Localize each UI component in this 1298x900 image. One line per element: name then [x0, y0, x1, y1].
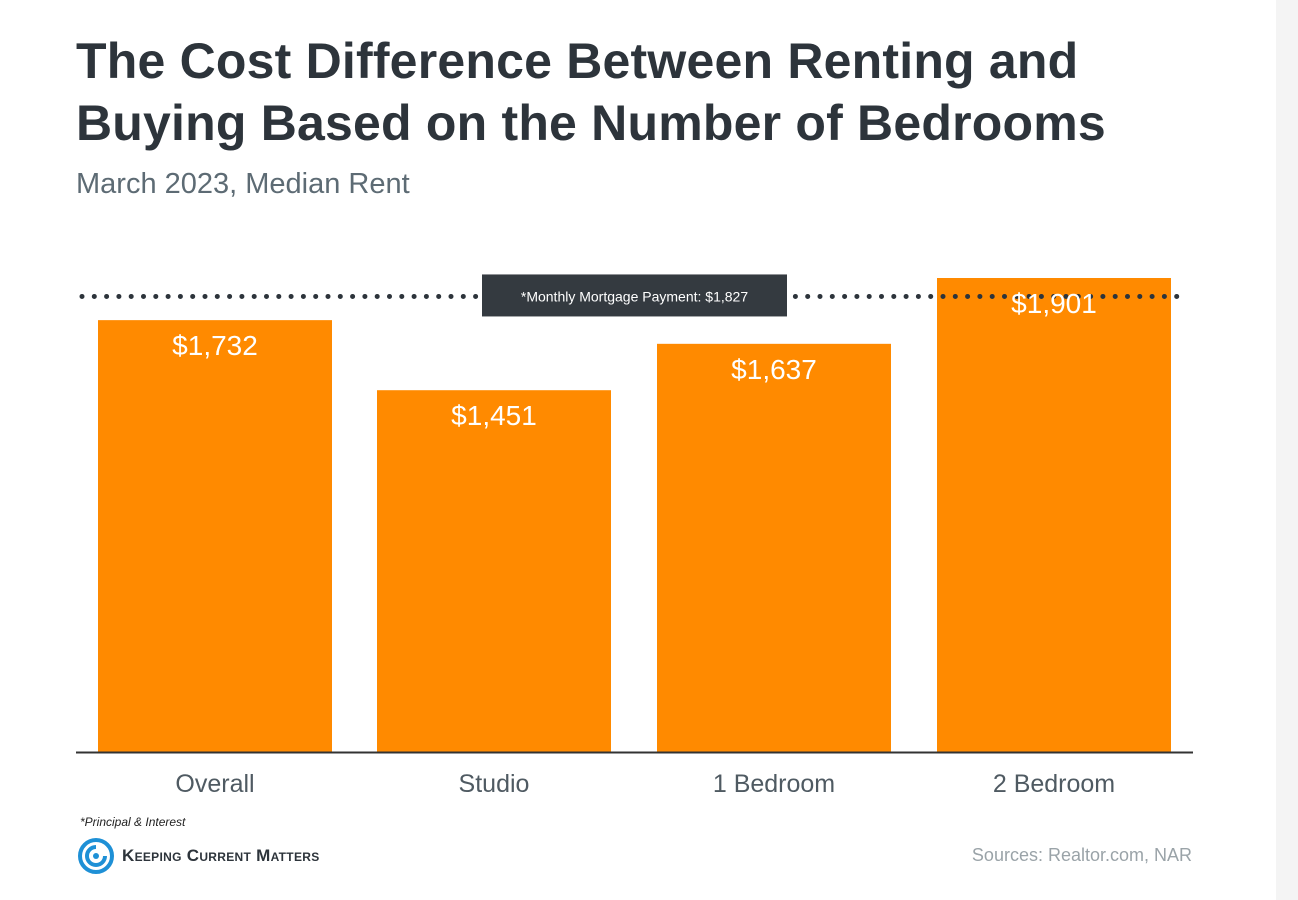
category-label-1-bedroom: 1 Bedroom	[713, 770, 835, 798]
value-label-1-bedroom: $1,637	[731, 354, 817, 385]
kcm-logo-icon	[78, 838, 114, 874]
mortgage-label-box	[482, 274, 787, 317]
category-label-overall: Overall	[175, 770, 254, 798]
chart-subtitle: March 2023, Median Rent	[76, 168, 410, 200]
value-label-2-bedroom: $1,901	[1011, 288, 1097, 319]
value-label-studio: $1,451	[451, 400, 537, 431]
footnote: *Principal & Interest	[80, 815, 186, 829]
source-note: Sources: Realtor.com, NAR	[971, 845, 1192, 865]
value-label-overall: $1,732	[172, 330, 258, 361]
category-label-studio: Studio	[459, 770, 530, 798]
chart-title: The Cost Difference Between Renting and …	[76, 33, 1106, 151]
kcm-logo-text: Keeping Current Matters	[122, 846, 320, 865]
bar-1-bedroom	[657, 343, 891, 752]
page-edge-strip	[1276, 0, 1298, 900]
bar-2-bedroom	[937, 278, 1171, 752]
bar-overall	[98, 320, 332, 752]
kcm-logo: Keeping Current Matters	[78, 838, 320, 874]
category-label-2-bedroom: 2 Bedroom	[993, 770, 1115, 798]
bar-studio	[377, 390, 611, 752]
mortgage-label-text: *Monthly Mortgage Payment: $1,827	[521, 288, 748, 304]
